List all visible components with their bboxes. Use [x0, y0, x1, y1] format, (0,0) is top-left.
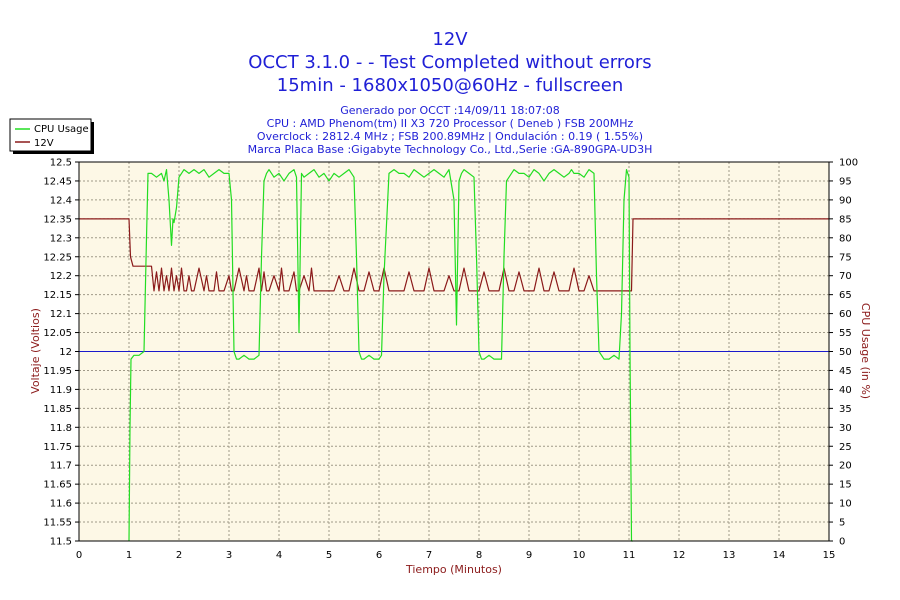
- y-tick-label-left: 11.55: [43, 518, 72, 529]
- y-tick-label-left: 12.45: [43, 176, 72, 187]
- x-tick-label: 12: [673, 550, 686, 561]
- y-tick-label-left: 11.9: [50, 385, 72, 396]
- y-tick-label-right: 90: [839, 195, 852, 206]
- y-tick-label-left: 11.6: [50, 499, 72, 510]
- info-motherboard: Marca Placa Base :Gigabyte Technology Co…: [248, 143, 653, 156]
- y-tick-label-right: 25: [839, 442, 852, 453]
- y-tick-label-left: 11.65: [43, 480, 72, 491]
- y-tick-label-right: 35: [839, 404, 852, 415]
- y-tick-label-right: 10: [839, 499, 852, 510]
- x-tick-label: 9: [526, 550, 532, 561]
- y-tick-label-left: 11.75: [43, 442, 72, 453]
- x-tick-label: 1: [126, 550, 132, 561]
- y-tick-label-right: 75: [839, 252, 852, 263]
- chart-subtitle-test: OCCT 3.1.0 - - Test Completed without er…: [248, 52, 651, 73]
- info-cpu: CPU : AMD Phenom(tm) II X3 720 Processor…: [267, 117, 634, 130]
- y-tick-label-right: 45: [839, 366, 852, 377]
- y-tick-label-left: 12.2: [50, 271, 72, 282]
- chart-title: 12V: [432, 29, 468, 50]
- y-tick-label-left: 11.8: [50, 423, 72, 434]
- y-tick-label-right: 80: [839, 233, 852, 244]
- series-line-cpu-usage: [128, 169, 633, 542]
- y-tick-label-left: 11.95: [43, 366, 72, 377]
- info-generated: Generado por OCCT :14/09/11 18:07:08: [340, 104, 559, 117]
- y-axis-label-left: Voltaje (Voltios): [29, 308, 42, 394]
- y-tick-label-right: 5: [839, 518, 845, 529]
- series-line-12v: [79, 218, 829, 292]
- y-tick-label-right: 50: [839, 347, 852, 358]
- y-tick-label-left: 11.85: [43, 404, 72, 415]
- x-tick-label: 10: [573, 550, 586, 561]
- chart-subtitle-resolution: 15min - 1680x1050@60Hz - fullscreen: [277, 75, 623, 96]
- x-tick-label: 3: [226, 550, 232, 561]
- y-tick-label-right: 65: [839, 290, 852, 301]
- x-tick-label: 5: [326, 550, 332, 561]
- y-tick-label-left: 11.5: [50, 537, 72, 548]
- y-tick-label-left: 12.25: [43, 252, 72, 263]
- y-tick-label-right: 100: [839, 158, 858, 169]
- y-tick-label-right: 85: [839, 214, 852, 225]
- y-tick-label-left: 12.15: [43, 290, 72, 301]
- y-tick-label-left: 12: [59, 347, 72, 358]
- x-tick-label: 0: [76, 550, 82, 561]
- x-tick-label: 2: [176, 550, 182, 561]
- y-tick-label-left: 12.4: [50, 195, 72, 206]
- legend: CPU Usage 12V: [9, 118, 94, 154]
- legend-label-cpu: CPU Usage: [34, 124, 89, 135]
- x-tick-label: 4: [276, 550, 282, 561]
- y-tick-label-right: 30: [839, 423, 852, 434]
- y-tick-label-left: 12.1: [50, 309, 72, 320]
- info-overclock: Overclock : 2812.4 MHz ; FSB 200.89MHz |…: [257, 130, 643, 143]
- y-tick-label-right: 0: [839, 537, 845, 548]
- x-axis-label: Tiempo (Minutos): [405, 563, 502, 576]
- series-layer: [79, 169, 829, 542]
- x-tick-label: 8: [476, 550, 482, 561]
- y-axis-label-right: CPU Usage (in %): [859, 303, 872, 399]
- y-tick-label-left: 12.35: [43, 214, 72, 225]
- y-tick-label-left: 12.5: [50, 158, 72, 169]
- x-tick-label: 7: [426, 550, 432, 561]
- plot-border: [78, 161, 830, 542]
- y-tick-label-right: 55: [839, 328, 852, 339]
- x-tick-label: 14: [773, 550, 786, 561]
- y-tick-label-right: 95: [839, 176, 852, 187]
- x-tick-label: 11: [623, 550, 636, 561]
- legend-label-12v: 12V: [34, 138, 54, 149]
- y-tick-label-right: 15: [839, 480, 852, 491]
- legend-box: [9, 118, 92, 152]
- y-tick-label-right: 60: [839, 309, 852, 320]
- tick-labels: 0 1 2 3 4 5 6 7 8 9 10 11 12 13 14 1511.511.5511.611.65…: [43, 158, 858, 562]
- x-tick-label: 15: [823, 550, 836, 561]
- y-tick-label-right: 20: [839, 461, 852, 472]
- y-tick-label-right: 40: [839, 385, 852, 396]
- y-tick-label-left: 11.7: [50, 461, 72, 472]
- y-tick-label-left: 12.05: [43, 328, 72, 339]
- x-tick-label: 6: [376, 550, 382, 561]
- x-tick-label: 13: [723, 550, 736, 561]
- y-tick-label-left: 12.3: [50, 233, 72, 244]
- y-tick-label-right: 70: [839, 271, 852, 282]
